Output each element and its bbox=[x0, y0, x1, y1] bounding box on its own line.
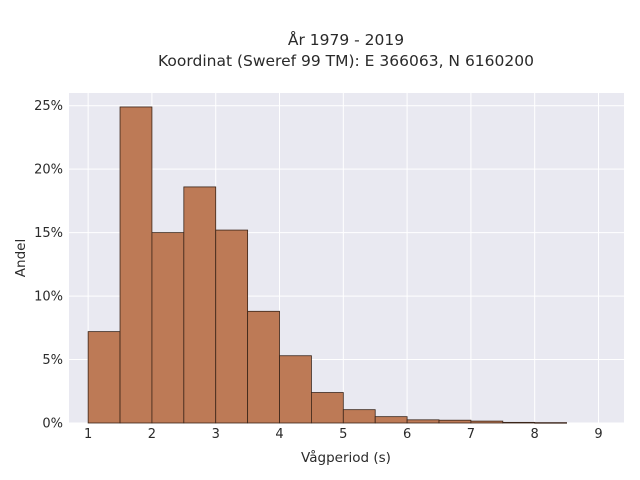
bars bbox=[87, 106, 567, 424]
x-axis-ticks: 1 2 3 4 5 6 7 8 9 bbox=[84, 427, 603, 442]
histogram-bar bbox=[502, 421, 536, 424]
histogram-bar bbox=[151, 232, 185, 424]
histogram-bar bbox=[279, 355, 312, 424]
histogram-bar bbox=[342, 409, 376, 424]
histogram-bar bbox=[215, 229, 249, 424]
x-tick-label: 3 bbox=[212, 427, 220, 442]
x-tick-label: 6 bbox=[403, 427, 411, 442]
chart-title-line2: Koordinat (Sweref 99 TM): E 366063, N 61… bbox=[158, 52, 534, 70]
x-tick-label: 1 bbox=[84, 427, 92, 442]
histogram-bar bbox=[119, 106, 153, 424]
histogram-bar bbox=[534, 422, 567, 424]
x-tick-label: 9 bbox=[594, 427, 602, 442]
histogram-bar bbox=[247, 310, 280, 424]
histogram-bar bbox=[87, 331, 121, 424]
histogram-bar bbox=[470, 420, 504, 424]
x-tick-label: 7 bbox=[467, 427, 475, 442]
x-tick-label: 5 bbox=[339, 427, 347, 442]
histogram-bar bbox=[183, 186, 217, 424]
y-tick-label: 25% bbox=[34, 99, 63, 114]
histogram-bar bbox=[311, 392, 344, 424]
y-axis-ticks: 0% 5% 10% 15% 20% 25% bbox=[34, 99, 63, 431]
y-tick-label: 0% bbox=[42, 417, 63, 432]
y-tick-label: 15% bbox=[34, 226, 63, 241]
x-tick-label: 4 bbox=[275, 427, 283, 442]
y-axis-label: Andel bbox=[13, 239, 29, 277]
x-axis-label: Vågperiod (s) bbox=[301, 449, 391, 466]
y-tick-label: 5% bbox=[42, 353, 63, 368]
y-tick-label: 10% bbox=[34, 290, 63, 305]
y-tick-label: 20% bbox=[34, 163, 63, 178]
histogram-bar bbox=[406, 419, 440, 424]
histogram-bar bbox=[374, 416, 408, 424]
x-tick-label: 8 bbox=[531, 427, 539, 442]
histogram-bar bbox=[438, 419, 472, 424]
chart-title-line1: År 1979 - 2019 bbox=[288, 30, 404, 49]
x-tick-label: 2 bbox=[148, 427, 156, 442]
